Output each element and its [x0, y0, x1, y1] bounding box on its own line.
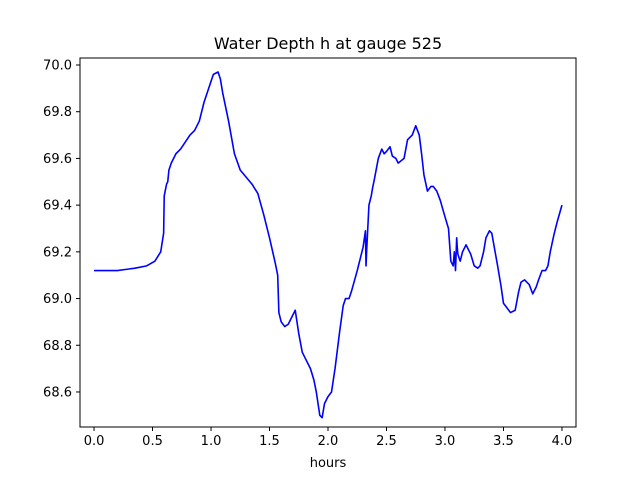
y-tick-label: 69.2	[43, 245, 72, 260]
x-axis-label: hours	[310, 456, 347, 471]
series-layer	[94, 71, 563, 419]
x-tick-label: 0.5	[142, 434, 163, 449]
x-tick-label: 0.0	[84, 434, 105, 449]
y-tick-label: 70.0	[43, 59, 72, 74]
x-tick-label: 3.0	[435, 434, 456, 449]
plot-area	[80, 58, 576, 427]
y-tick-label: 69.0	[43, 292, 72, 307]
x-axis: 0.0 0.5 1.0 1.5 2.0 2.5 3.0 3.5 4.0	[84, 427, 573, 449]
y-axis: 68.6 68.8 69.0 69.2 69.4 69.6 69.8 70.0	[43, 59, 80, 400]
x-tick-label: 2.5	[376, 434, 397, 449]
x-tick-label: 3.5	[493, 434, 514, 449]
x-tick-label: 2.0	[318, 434, 339, 449]
y-tick-label: 69.4	[43, 199, 72, 214]
y-tick-label: 69.6	[43, 152, 72, 167]
y-tick-label: 68.6	[43, 385, 72, 400]
x-tick-label: 1.5	[259, 434, 280, 449]
series-line-0	[94, 71, 563, 419]
y-tick-label: 69.8	[43, 105, 72, 120]
x-tick-label: 1.0	[201, 434, 222, 449]
chart-title: Water Depth h at gauge 525	[214, 34, 442, 53]
y-tick-label: 68.8	[43, 339, 72, 354]
x-tick-label: 4.0	[552, 434, 573, 449]
